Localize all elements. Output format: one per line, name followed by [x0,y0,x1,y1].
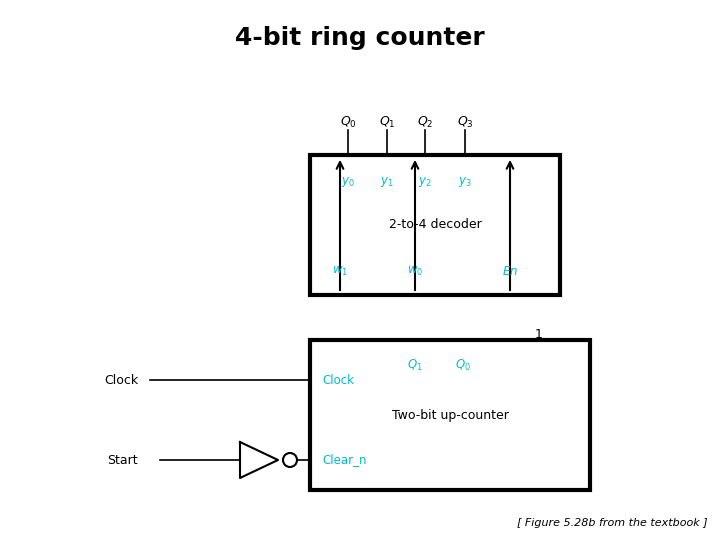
Bar [310,340,590,490]
Text: $Q_2$: $Q_2$ [417,115,433,130]
Bar [310,155,560,295]
Text: $y_0$: $y_0$ [341,175,355,189]
Text: 1: 1 [535,328,543,341]
Text: $En$: $En$ [502,265,518,278]
Text: 4-bit ring counter: 4-bit ring counter [235,26,485,50]
Text: $w_0$: $w_0$ [407,265,423,278]
Text: $y_3$: $y_3$ [458,175,472,189]
Text: [ Figure 5.28b from the textbook ]: [ Figure 5.28b from the textbook ] [518,518,708,528]
Text: $y_2$: $y_2$ [418,175,432,189]
Text: Clock: Clock [322,374,354,387]
Text: Clear_n: Clear_n [322,454,366,467]
Text: Start: Start [107,454,138,467]
Text: $Q_1$: $Q_1$ [379,115,395,130]
Text: $w_1$: $w_1$ [332,265,348,278]
Text: $Q_1$: $Q_1$ [407,358,423,373]
Text: $Q_0$: $Q_0$ [340,115,356,130]
Text: Two-bit up-counter: Two-bit up-counter [392,408,508,422]
Text: $y_1$: $y_1$ [380,175,394,189]
Text: 2-to-4 decoder: 2-to-4 decoder [389,219,482,232]
Text: Clock: Clock [104,374,138,387]
Text: $Q_0$: $Q_0$ [455,358,471,373]
Circle shape [283,453,297,467]
Text: $Q_3$: $Q_3$ [456,115,473,130]
